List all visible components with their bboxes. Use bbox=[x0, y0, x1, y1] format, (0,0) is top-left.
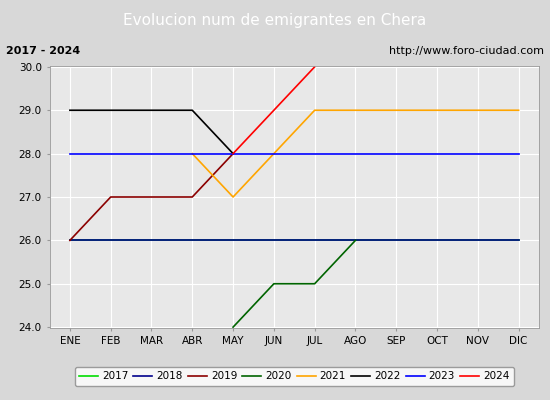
Text: http://www.foro-ciudad.com: http://www.foro-ciudad.com bbox=[389, 46, 544, 56]
Text: Evolucion num de emigrantes en Chera: Evolucion num de emigrantes en Chera bbox=[123, 14, 427, 28]
Text: 2017 - 2024: 2017 - 2024 bbox=[6, 46, 80, 56]
Legend: 2017, 2018, 2019, 2020, 2021, 2022, 2023, 2024: 2017, 2018, 2019, 2020, 2021, 2022, 2023… bbox=[75, 367, 514, 386]
